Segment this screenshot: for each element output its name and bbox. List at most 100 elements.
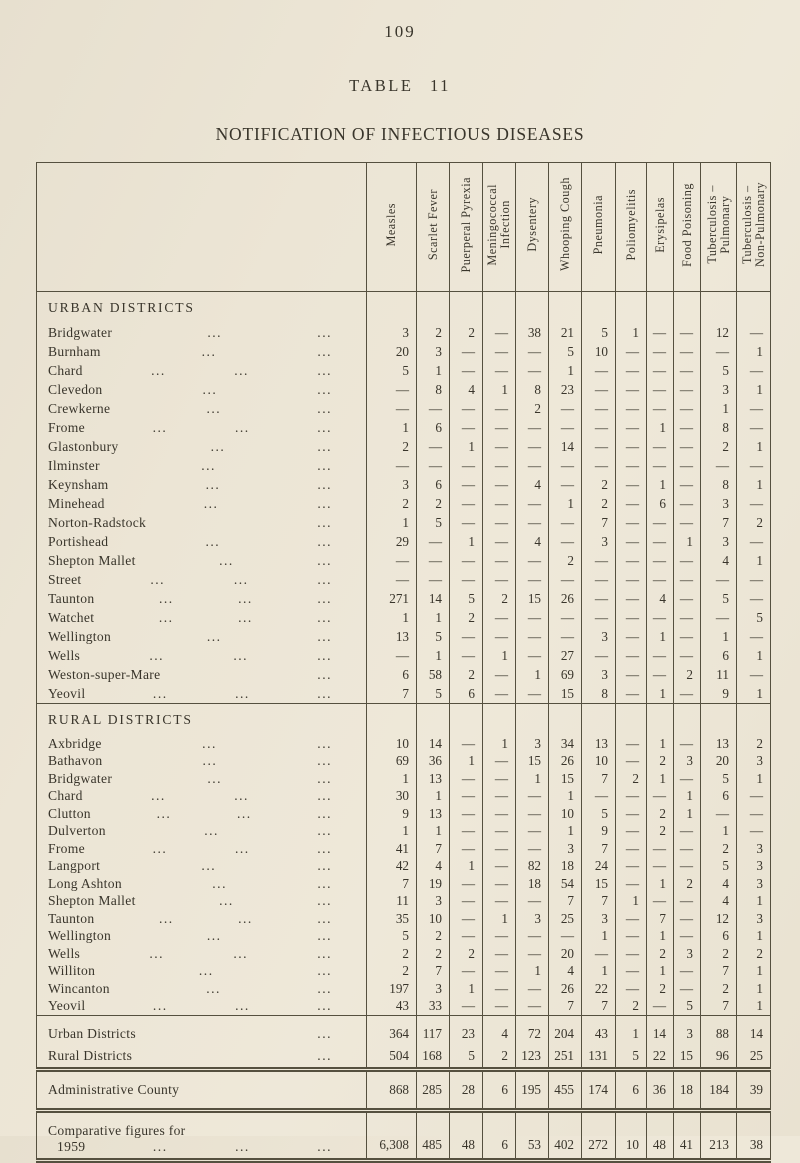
value-cell: —: [449, 997, 483, 1016]
column-header-label: Food Poisoning: [679, 182, 694, 267]
value-cell: 3: [673, 945, 701, 963]
value-cell: —: [482, 627, 516, 646]
value-cell: 6: [646, 494, 674, 513]
district-label-cell: Burnham......: [37, 342, 367, 361]
value-cell: —: [581, 551, 616, 570]
value-cell: 3: [700, 380, 737, 399]
value-cell: 29: [366, 532, 417, 551]
district-name: Weston-super-Mare: [48, 666, 161, 682]
district-name: Glastonbury: [48, 438, 119, 454]
table-row-minehead: Minehead...... 2 2— — —1 2—6—3—: [37, 494, 771, 513]
value-cell: 5: [700, 770, 737, 788]
value-cell: 3: [581, 910, 616, 928]
value-cell: —: [482, 892, 516, 910]
value-cell: —: [482, 475, 516, 494]
value-cell: 30: [366, 787, 417, 805]
leader-dots: ...: [235, 685, 250, 701]
value-cell: 25: [736, 1045, 771, 1072]
value-cell: 34: [548, 735, 582, 753]
value-cell: 174: [581, 1069, 616, 1113]
leader-dots: ...: [317, 1139, 332, 1154]
empty-cell: [615, 703, 647, 735]
leader-dots: ...: [152, 685, 168, 701]
value-cell: —: [615, 805, 647, 823]
value-cell: —: [615, 840, 647, 858]
value-cell: —: [482, 342, 516, 361]
district-label-cell: Weston-super-Mare...: [37, 665, 367, 684]
value-cell: —: [515, 892, 549, 910]
value-cell: 2: [482, 1045, 516, 1072]
district-name: Yeovil: [48, 685, 86, 701]
value-cell: 7: [700, 513, 737, 532]
value-cell: —: [615, 787, 647, 805]
column-header-erysipelas: Erysipelas: [646, 162, 674, 292]
district-label: Bridgwater......: [48, 771, 332, 787]
value-cell: —: [515, 456, 549, 475]
leader-dots: ...: [317, 685, 332, 701]
leader-dots: ...: [202, 735, 217, 751]
leader-dots: ...: [317, 928, 333, 944]
district-label: Shepton Mallet......: [48, 553, 332, 569]
leader-dots: ...: [233, 945, 249, 961]
value-cell: 5: [416, 627, 450, 646]
leader-dots: ...: [202, 381, 218, 397]
empty-cell: [736, 703, 771, 735]
empty-cell: [449, 291, 483, 323]
district-name: Ilminster: [48, 457, 100, 473]
value-cell: —: [673, 980, 701, 998]
table-row-glastonbury: Glastonbury...... 2—1— —14— — — —2 1: [37, 437, 771, 456]
value-cell: —: [736, 399, 771, 418]
value-cell: 1: [646, 684, 674, 704]
table-row-wellington: Wellington...... 5 2— — — —1—1—6 1: [37, 927, 771, 945]
district-label: Watchet.........: [48, 610, 332, 626]
table-row-weston-super-mare: Weston-super-Mare... 6 58 2—1 69 3— —2 11—: [37, 665, 771, 684]
district-name: Minehead: [48, 495, 105, 511]
value-cell: 271: [366, 589, 417, 608]
table-row-yeovil: Yeovil......... 7 5 6— —15 8—1—9 1: [36, 684, 771, 704]
value-cell: 117: [416, 1015, 450, 1045]
value-cell: 5: [416, 513, 450, 532]
value-cell: —: [449, 770, 483, 788]
district-label: Wellington......: [48, 928, 332, 944]
district-label: Urban Districts...: [48, 1026, 332, 1042]
leader-dots: ...: [152, 419, 168, 435]
value-cell: 6: [615, 1069, 647, 1113]
district-label-cell: Clevedon......: [37, 380, 367, 399]
value-cell: 1: [449, 437, 483, 456]
value-cell: —: [646, 437, 674, 456]
value-cell: 43: [366, 997, 417, 1016]
empty-cell: [449, 703, 483, 735]
table-row-taunton: Taunton......... 35 10—1 3 25 3—7—12 3: [37, 910, 771, 928]
table-row-burnham: Burnham...... 20 3— — —5 10— — — —1: [37, 342, 771, 361]
leader-dots: ...: [201, 858, 217, 874]
value-cell: 195: [515, 1069, 549, 1113]
value-cell: —: [673, 342, 701, 361]
value-cell: 20: [548, 945, 582, 963]
leader-dots: ...: [234, 788, 249, 804]
value-cell: —: [581, 456, 616, 475]
value-cell: 868: [366, 1069, 417, 1113]
summary-name: Comparative figures for: [48, 1123, 186, 1138]
value-cell: 3: [548, 840, 582, 858]
value-cell: 1: [700, 399, 737, 418]
district-label: Minehead......: [48, 496, 332, 512]
district-label-cell: Williton......: [37, 963, 367, 981]
value-cell: 5: [581, 323, 616, 342]
value-cell: —: [673, 513, 701, 532]
value-cell: 2: [646, 945, 674, 963]
leader-dots: ...: [317, 980, 333, 996]
value-cell: —: [482, 361, 516, 380]
table-row-frome: Frome......... 41 7— — —3 7— — —2 3: [37, 840, 771, 858]
leader-dots: ...: [158, 910, 174, 926]
column-header-label: Meningococcal Infection: [485, 183, 512, 266]
value-cell: —: [615, 475, 647, 494]
value-cell: —: [736, 456, 771, 475]
value-cell: —: [615, 380, 647, 399]
district-label-cell: Chard.........: [37, 361, 367, 380]
value-cell: 39: [736, 1069, 771, 1113]
empty-cell: [615, 291, 647, 323]
value-cell: 1: [515, 665, 549, 684]
leader-dots: ...: [151, 788, 166, 804]
value-cell: 5: [416, 684, 450, 704]
district-label-cell: Axbridge......: [37, 735, 367, 753]
